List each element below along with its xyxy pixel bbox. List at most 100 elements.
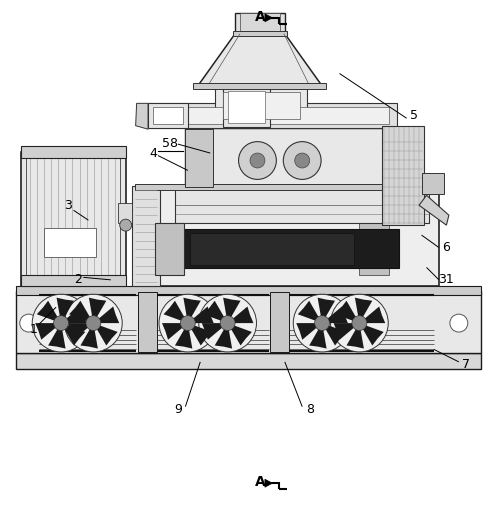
Bar [156, 107, 389, 124]
Text: 8: 8 [306, 402, 314, 416]
Circle shape [20, 314, 38, 332]
Polygon shape [188, 307, 214, 323]
Bar [215, 88, 307, 123]
Polygon shape [265, 479, 272, 487]
Bar [22, 275, 126, 286]
Circle shape [159, 294, 216, 352]
Text: 9: 9 [174, 402, 182, 416]
Bar [222, 87, 270, 127]
Text: 2: 2 [74, 273, 82, 286]
Text: 58: 58 [162, 137, 178, 149]
Bar [134, 184, 430, 190]
Bar [235, 13, 285, 34]
Polygon shape [68, 323, 94, 340]
Polygon shape [188, 323, 212, 345]
Bar [422, 173, 444, 194]
Bar [360, 223, 389, 275]
Circle shape [238, 141, 277, 179]
Polygon shape [37, 300, 61, 323]
Circle shape [86, 316, 101, 331]
Polygon shape [48, 323, 66, 348]
Circle shape [352, 316, 367, 331]
Bar [148, 104, 188, 128]
Bar [190, 233, 354, 266]
Polygon shape [89, 297, 106, 323]
Polygon shape [360, 307, 385, 323]
Polygon shape [162, 323, 188, 340]
Text: 7: 7 [462, 358, 470, 371]
Bar [232, 31, 287, 36]
Bar [228, 91, 265, 123]
Circle shape [450, 314, 468, 332]
Circle shape [295, 153, 310, 168]
Polygon shape [69, 300, 94, 323]
Circle shape [314, 316, 330, 331]
Bar [118, 203, 132, 223]
Polygon shape [175, 323, 192, 348]
Polygon shape [298, 300, 322, 323]
Text: 1: 1 [30, 323, 38, 336]
Circle shape [120, 219, 132, 231]
Circle shape [330, 294, 388, 352]
Bar [16, 291, 481, 354]
Circle shape [284, 141, 321, 179]
Polygon shape [80, 323, 98, 348]
Polygon shape [56, 297, 74, 323]
Circle shape [199, 294, 256, 352]
Polygon shape [334, 323, 359, 340]
Text: 5: 5 [410, 109, 418, 122]
Circle shape [64, 294, 122, 352]
Polygon shape [419, 195, 449, 225]
Circle shape [180, 316, 196, 331]
Circle shape [54, 316, 68, 331]
Polygon shape [322, 323, 346, 345]
Polygon shape [136, 104, 148, 129]
Circle shape [220, 316, 235, 331]
Polygon shape [309, 323, 326, 348]
Polygon shape [335, 300, 359, 323]
Polygon shape [322, 307, 348, 323]
Text: 31: 31 [438, 273, 454, 286]
Polygon shape [346, 323, 364, 348]
Polygon shape [202, 323, 228, 340]
Polygon shape [94, 307, 119, 323]
Polygon shape [360, 323, 384, 345]
Bar [240, 13, 280, 34]
Bar [193, 83, 326, 89]
Polygon shape [35, 323, 61, 340]
Circle shape [294, 294, 351, 352]
Polygon shape [318, 297, 335, 323]
Bar [22, 145, 126, 158]
Text: 3: 3 [64, 199, 72, 212]
Bar [148, 104, 396, 128]
Text: 4: 4 [149, 146, 157, 160]
Bar [186, 129, 212, 187]
Bar [176, 185, 429, 223]
Polygon shape [184, 297, 201, 323]
Text: 6: 6 [442, 241, 450, 254]
Polygon shape [61, 323, 86, 345]
Polygon shape [214, 323, 232, 348]
Bar [16, 286, 481, 295]
Bar [186, 128, 409, 188]
Circle shape [32, 294, 90, 352]
Polygon shape [94, 323, 118, 345]
Polygon shape [265, 14, 272, 22]
Polygon shape [61, 307, 87, 323]
Bar [134, 186, 154, 286]
Bar [222, 92, 300, 119]
Bar [44, 228, 96, 258]
Bar [138, 292, 157, 352]
Bar [136, 186, 439, 286]
Bar [153, 107, 183, 124]
Bar [270, 292, 289, 352]
Polygon shape [228, 323, 252, 345]
Polygon shape [164, 300, 188, 323]
Polygon shape [228, 307, 254, 323]
Polygon shape [355, 297, 372, 323]
Polygon shape [223, 297, 240, 323]
Bar [154, 223, 184, 275]
Bar [156, 229, 399, 269]
Polygon shape [204, 300, 228, 323]
Polygon shape [198, 34, 322, 86]
